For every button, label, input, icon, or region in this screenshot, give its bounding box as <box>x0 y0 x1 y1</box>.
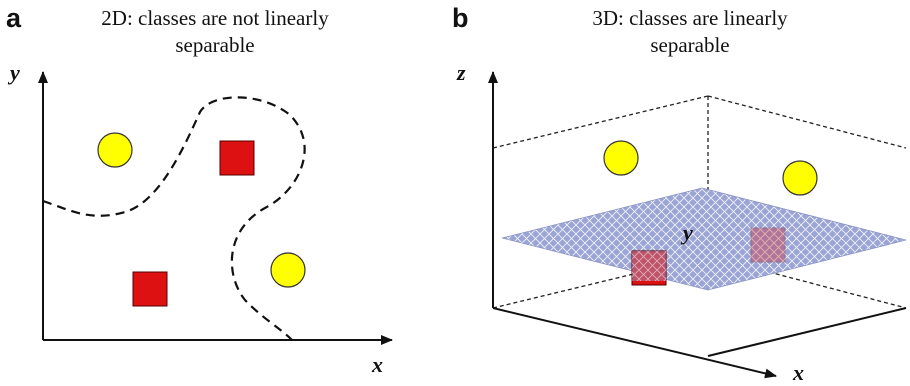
panel-b-circle-left <box>603 140 639 176</box>
panel-a-circle-top-left <box>97 132 133 168</box>
panel-b-x-axis <box>492 307 777 379</box>
panel-b-z-label: z <box>456 60 466 85</box>
panel-b-title-line1: 3D: classes are linearly <box>592 6 788 30</box>
panel-b: b 3D: classes are linearly separable z x… <box>452 3 907 385</box>
panel-b-title-line2: separable <box>650 33 729 57</box>
panel-a-square-top-right <box>219 140 255 176</box>
panel-b-square-back <box>750 227 786 263</box>
panel-a-y-label: y <box>7 60 20 85</box>
panel-a-x-label: x <box>371 352 383 377</box>
panel-b-y-axis <box>707 307 907 357</box>
panel-a-title-line1: 2D: classes are not linearly <box>101 6 329 30</box>
panel-b-separating-plane <box>501 187 907 291</box>
panel-a-circle-bottom-right <box>270 252 306 288</box>
panel-a: a 2D: classes are not linearly separable… <box>6 3 393 377</box>
panel-b-letter: b <box>452 3 469 33</box>
panel-a-letter: a <box>6 3 22 33</box>
panel-b-x-label: x <box>792 360 804 385</box>
panel-a-decision-boundary <box>42 96 306 341</box>
panel-a-square-bottom-left <box>132 271 168 307</box>
panel-b-y-label: y <box>680 220 693 245</box>
panel-a-title-line2: separable <box>175 33 254 57</box>
panel-b-circle-right <box>782 160 818 196</box>
